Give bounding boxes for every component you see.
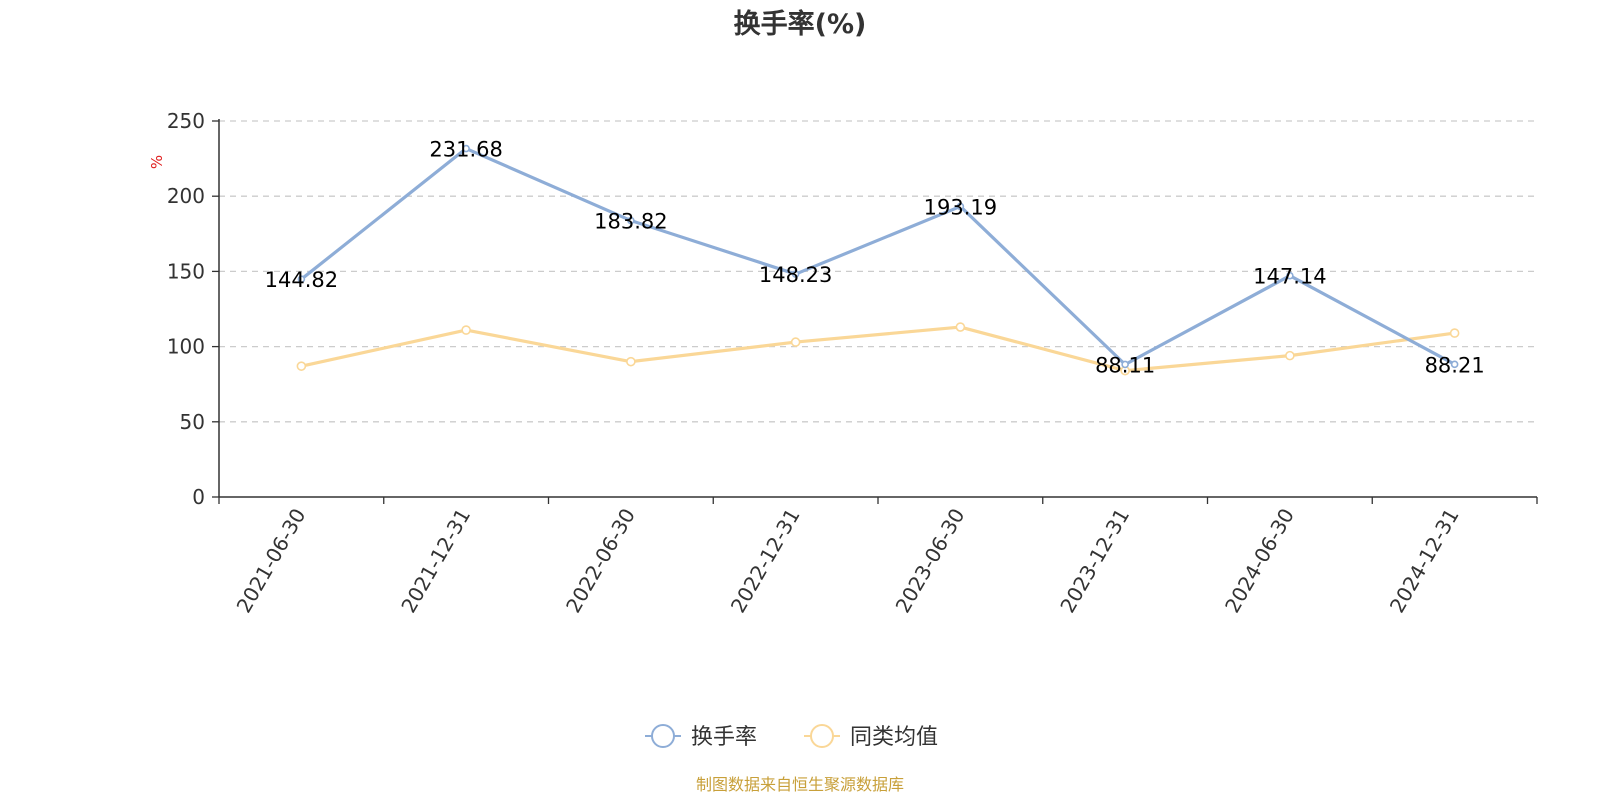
series-lines	[296, 144, 1460, 376]
chart-title: 换手率(%)	[734, 8, 867, 40]
x-tick-label: 2023-12-31	[1055, 504, 1134, 617]
data-label: 148.23	[759, 263, 832, 287]
series-point	[626, 356, 636, 367]
series-point	[955, 322, 966, 332]
y-tick-label: 150	[167, 259, 205, 283]
x-tick-label: 2022-06-30	[561, 504, 640, 617]
data-label: 193.19	[924, 195, 997, 219]
x-tick-label: 2022-12-31	[726, 504, 805, 617]
data-source-note: 制图数据来自恒生聚源数据库	[696, 775, 904, 794]
series-point	[790, 337, 801, 347]
data-labels: 144.82 231.68 183.82 148.23 193.19 88.11 147.1…	[265, 138, 1485, 378]
series-line	[299, 146, 1457, 367]
x-tick-label: 2021-06-30	[232, 504, 311, 617]
series-point	[1449, 328, 1460, 338]
x-tick-label: 2024-06-30	[1220, 504, 1299, 617]
legend: 换手率 同类均值	[645, 724, 938, 750]
x-tick-label: 2024-12-31	[1385, 504, 1464, 617]
x-tick-label: 2023-06-30	[891, 504, 970, 617]
data-label: 88.21	[1425, 353, 1485, 377]
x-tick-label: 2021-12-31	[396, 504, 475, 617]
series-point	[1121, 360, 1129, 369]
data-label: 144.82	[265, 268, 338, 292]
series-point	[296, 361, 307, 371]
y-tick-label: 250	[167, 109, 205, 133]
series-point	[956, 202, 965, 211]
data-label: 231.68	[429, 138, 502, 162]
series-point	[462, 144, 470, 153]
data-label: 183.82	[594, 210, 667, 234]
axes: 0 50 100 150 200 250 2021-06-30 2021-12-31 2022-…	[167, 109, 1538, 617]
data-label: 88.11	[1095, 353, 1155, 377]
series-point	[297, 275, 306, 283]
y-tick-label: 200	[167, 184, 205, 208]
legend-marker	[810, 724, 834, 748]
series-line	[299, 325, 1457, 373]
series-point	[1286, 271, 1294, 280]
grid-lines	[219, 120, 1537, 423]
legend-label: 同类均值	[850, 725, 938, 750]
series-point	[1450, 360, 1459, 369]
series-point	[791, 270, 800, 278]
series-point	[461, 325, 471, 335]
series-point	[627, 216, 635, 225]
y-tick-label: 50	[180, 410, 205, 434]
legend-marker	[651, 724, 675, 748]
series-point	[1285, 350, 1295, 361]
y-tick-label: 100	[167, 335, 205, 359]
data-label: 147.14	[1253, 265, 1326, 289]
y-axis-unit-label: %	[148, 155, 166, 169]
y-tick-label: 0	[192, 485, 205, 509]
legend-label: 换手率	[691, 725, 757, 750]
